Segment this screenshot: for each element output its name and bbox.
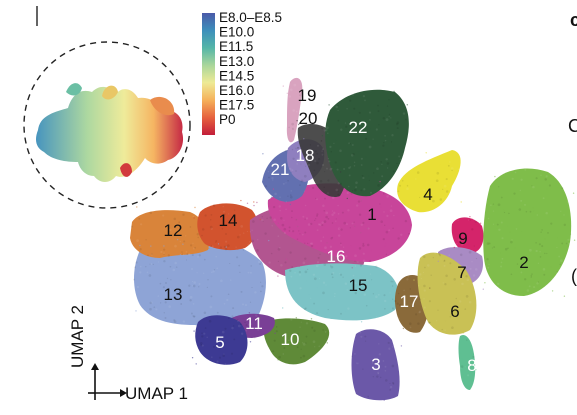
cluster-3-region <box>351 329 400 401</box>
cluster-label-17: 17 <box>400 292 419 311</box>
inset-dashed-circle <box>23 41 191 209</box>
cluster-label-7: 7 <box>457 263 466 282</box>
edge-fragment-mid-right: C <box>568 116 577 136</box>
cluster-label-15: 15 <box>349 276 368 295</box>
legend-stage-label: E14.5 <box>219 68 254 83</box>
legend-stage-label: E16.0 <box>219 83 254 98</box>
cluster-6-region <box>417 252 477 335</box>
inset-blob <box>150 96 175 116</box>
cluster-label-18: 18 <box>296 146 315 165</box>
legend-stage-label: E8.0–E8.5 <box>219 10 282 25</box>
cluster-label-6: 6 <box>450 302 459 321</box>
inset-cloud <box>36 86 184 182</box>
umap2-axis-label: UMAP 2 <box>68 305 87 368</box>
cluster-label-22: 22 <box>349 118 368 137</box>
cluster-9-region <box>451 217 484 254</box>
cluster-label-19: 19 <box>298 86 317 105</box>
cluster-19-region <box>286 77 303 143</box>
cluster-label-3: 3 <box>371 355 380 374</box>
inset-stage-umap <box>23 41 191 209</box>
cluster-label-21: 21 <box>271 160 290 179</box>
cluster-label-1: 1 <box>367 205 376 224</box>
legend-stage-label: E10.0 <box>219 25 254 40</box>
cluster-label-4: 4 <box>423 185 432 204</box>
cluster-2-region <box>483 168 572 296</box>
edge-fragment-lower-right: ( <box>571 266 577 286</box>
cluster-label-16: 16 <box>327 247 346 266</box>
cluster-label-13: 13 <box>164 285 183 304</box>
cluster-label-20: 20 <box>299 109 318 128</box>
cluster-label-14: 14 <box>219 211 238 230</box>
cluster-1-region <box>267 183 412 262</box>
cluster-8-region <box>458 334 476 390</box>
umap2-arrow-icon <box>91 363 99 370</box>
umap-axes: UMAP 1 UMAP 2 <box>68 305 188 403</box>
cluster-label-9: 9 <box>458 229 467 248</box>
legend-stage-label: P0 <box>219 112 236 127</box>
cluster-10-region <box>263 318 330 365</box>
cluster-14-region <box>197 203 258 251</box>
cluster-label-5: 5 <box>215 333 224 352</box>
cluster-12-region <box>130 210 210 258</box>
cluster-label-12: 12 <box>164 221 183 240</box>
developmental-stage-legend: E8.0–E8.5E10.0E11.5E13.0E14.5E16.0E17.5P… <box>202 10 282 135</box>
cluster-15-region <box>285 263 399 321</box>
cell-scatter-texture <box>130 83 576 401</box>
cluster-22-region <box>325 89 409 197</box>
cluster-label-2: 2 <box>519 253 528 272</box>
cluster-label-8: 8 <box>467 356 476 375</box>
umap1-axis-label: UMAP 1 <box>125 384 188 403</box>
inset-blob <box>102 85 118 100</box>
legend-stage-label: E11.5 <box>219 39 253 54</box>
legend-color-bar <box>202 13 215 135</box>
edge-fragment-top-right: c <box>570 10 577 30</box>
cluster-label-11: 11 <box>245 314 263 333</box>
cluster-5-region <box>195 315 248 365</box>
cluster-13-region <box>134 232 266 330</box>
cluster-4-region <box>397 150 461 213</box>
legend-stage-label: E13.0 <box>219 54 254 69</box>
inset-blob <box>66 83 82 96</box>
inset-blob <box>120 163 132 177</box>
umap-cluster-map <box>130 77 572 401</box>
cluster-label-10: 10 <box>281 330 300 349</box>
legend-stage-label: E17.5 <box>219 98 254 113</box>
umap1-arrow-icon <box>120 389 127 397</box>
